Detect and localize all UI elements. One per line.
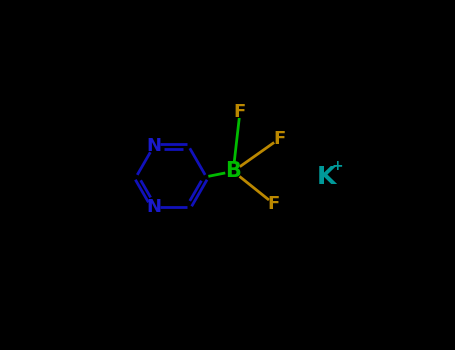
- Text: N: N: [146, 198, 161, 216]
- Text: K: K: [317, 165, 336, 189]
- Text: F: F: [268, 195, 280, 213]
- Text: +: +: [331, 159, 343, 173]
- Text: B: B: [225, 161, 241, 181]
- Text: F: F: [273, 130, 285, 148]
- Text: N: N: [146, 138, 161, 155]
- Text: F: F: [234, 103, 246, 121]
